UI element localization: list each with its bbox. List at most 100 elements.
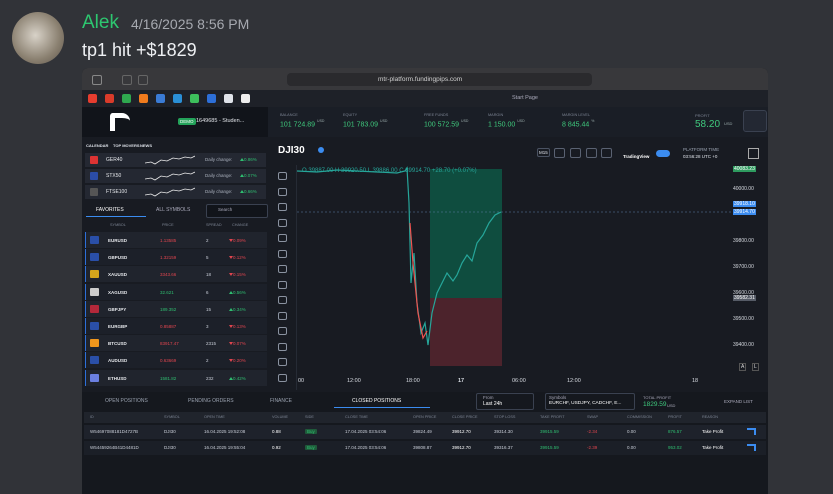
cell: DJI30 bbox=[164, 444, 176, 450]
tool-icon bbox=[278, 187, 287, 196]
tool-icon bbox=[278, 327, 287, 335]
bookmark-icon bbox=[224, 94, 233, 103]
filter-box bbox=[476, 393, 534, 410]
change-arrow bbox=[229, 256, 233, 260]
watch-spread: 2315 bbox=[206, 341, 217, 347]
tab-underline bbox=[86, 216, 146, 217]
watch-change: 0.09% bbox=[233, 238, 246, 243]
price-chart[interactable] bbox=[297, 163, 731, 373]
expand-list[interactable]: EXPAND LIST bbox=[724, 399, 753, 404]
watch-spread: 15 bbox=[206, 306, 212, 312]
side-tab[interactable]: NEWS bbox=[140, 143, 152, 148]
watch-symbol[interactable]: GBPJPY bbox=[108, 306, 127, 312]
mover-row bbox=[85, 153, 266, 167]
filter-value[interactable]: EURCHF, USDJPY, CADCHF, E... bbox=[549, 401, 622, 406]
watch-tab[interactable]: FAVORITES bbox=[96, 207, 124, 213]
sparkline bbox=[145, 187, 195, 197]
price-label: 40083.23 bbox=[733, 166, 756, 172]
column-header: SIDE bbox=[305, 415, 314, 419]
time-axis-label: 06:00 bbox=[512, 378, 526, 384]
watch-symbol[interactable]: EURUSD bbox=[108, 238, 128, 243]
cell: 876.57 bbox=[668, 429, 682, 434]
watch-symbol[interactable]: BTCUSD bbox=[108, 341, 127, 347]
watch-column: CHANGE bbox=[232, 223, 249, 227]
watch-price: 0.63669 bbox=[160, 358, 177, 364]
filter-label: From bbox=[483, 395, 494, 400]
watch-symbol[interactable]: ETHUSD bbox=[108, 375, 127, 381]
watch-change: 0.56% bbox=[233, 289, 246, 295]
search-placeholder[interactable]: Search bbox=[218, 207, 233, 212]
total-unit: USD bbox=[667, 403, 676, 408]
cell: 39915.59 bbox=[540, 444, 559, 450]
chart-panel bbox=[268, 137, 768, 392]
symbol-icon bbox=[90, 253, 99, 262]
tool-icon bbox=[278, 249, 287, 258]
chart-provider: TradingView bbox=[623, 154, 650, 159]
column-header: TAKE PROFIT bbox=[540, 415, 565, 419]
tool-icon bbox=[278, 342, 287, 351]
filter-label: Symbols bbox=[549, 395, 567, 400]
scale-button[interactable]: A bbox=[739, 363, 747, 371]
embedded-image[interactable]: mtr-platform.fundingpips.com Start Page DE… bbox=[82, 68, 768, 494]
stat-label: FREE FUNDS bbox=[424, 113, 449, 117]
column-header: STOP LOSS bbox=[494, 415, 516, 419]
side-tab[interactable]: TOP MOVERS bbox=[113, 143, 140, 148]
logo bbox=[110, 113, 130, 131]
browser-button bbox=[122, 75, 132, 85]
watch-price: 0.85887 bbox=[160, 324, 177, 329]
side-tab[interactable]: CALENDAR bbox=[86, 143, 109, 148]
price-label: 39500.00 bbox=[733, 316, 754, 322]
column-header: COMMISSION bbox=[627, 415, 652, 419]
watch-price: 83917.47 bbox=[160, 341, 179, 347]
symbol-icon bbox=[90, 356, 99, 365]
tool-icon bbox=[278, 296, 287, 304]
watch-tab[interactable]: ALL SYMBOLS bbox=[156, 207, 191, 213]
browser-button bbox=[138, 75, 148, 85]
bookmark-icon bbox=[139, 94, 148, 103]
watch-price: 1.32159 bbox=[160, 255, 177, 261]
watch-symbol[interactable]: GBPUSD bbox=[108, 255, 128, 261]
bottom-tab[interactable]: FINANCE bbox=[270, 398, 292, 404]
tab-underline bbox=[334, 407, 430, 408]
bookmark-icon bbox=[122, 94, 131, 103]
time-axis-label: 12:00 bbox=[567, 378, 581, 384]
bottom-tab[interactable]: CLOSED POSITIONS bbox=[352, 398, 402, 404]
watch-symbol[interactable]: EURGBP bbox=[108, 324, 128, 329]
watch-change: 0.07% bbox=[233, 341, 246, 347]
stat-label: BALANCE bbox=[280, 113, 298, 117]
cell: 39808.87 bbox=[413, 444, 432, 450]
watch-symbol[interactable]: AUDUSD bbox=[108, 358, 128, 364]
mover-flag bbox=[90, 188, 98, 196]
table-header bbox=[84, 412, 766, 423]
timeframe[interactable]: M15 bbox=[537, 148, 550, 157]
account-name[interactable]: 1649685 - Studen... bbox=[196, 118, 245, 124]
mover-symbol[interactable]: GER40 bbox=[106, 157, 123, 163]
author[interactable]: Alek bbox=[82, 12, 119, 33]
bookmark-icon bbox=[173, 94, 182, 103]
stat-unit: USD bbox=[461, 119, 469, 123]
mover-change: 0.07% bbox=[244, 173, 257, 178]
scale-button[interactable]: L bbox=[752, 363, 759, 371]
filter-value[interactable]: Last 24h bbox=[483, 401, 503, 407]
bottom-tab[interactable]: OPEN POSITIONS bbox=[105, 398, 148, 404]
change-arrow bbox=[229, 325, 233, 328]
watch-symbol[interactable]: XAUUSD bbox=[108, 272, 128, 278]
bookmark-icon bbox=[207, 94, 216, 103]
watch-symbol[interactable]: XAGUSD bbox=[108, 289, 128, 295]
total-label: TOTAL PROFIT bbox=[643, 395, 672, 400]
stat-unit: % bbox=[591, 119, 595, 123]
bottom-tab[interactable]: PENDING ORDERS bbox=[188, 398, 234, 404]
stat-value: 101 783.09USD bbox=[343, 119, 388, 129]
watch-row bbox=[85, 283, 267, 300]
change-arrow bbox=[240, 158, 244, 161]
watch-row bbox=[85, 266, 267, 283]
price-label: 39600.00 bbox=[733, 290, 754, 296]
cell: Take Profit bbox=[702, 429, 724, 434]
platform-time: 03:56:28 UTC +0 bbox=[683, 154, 718, 159]
stat-unit: USD bbox=[380, 119, 388, 123]
bookmark-icon bbox=[241, 94, 250, 103]
mover-symbol[interactable]: STX50 bbox=[106, 173, 122, 179]
mover-symbol[interactable]: FTSE100 bbox=[106, 189, 128, 195]
stats-bar bbox=[268, 107, 768, 137]
